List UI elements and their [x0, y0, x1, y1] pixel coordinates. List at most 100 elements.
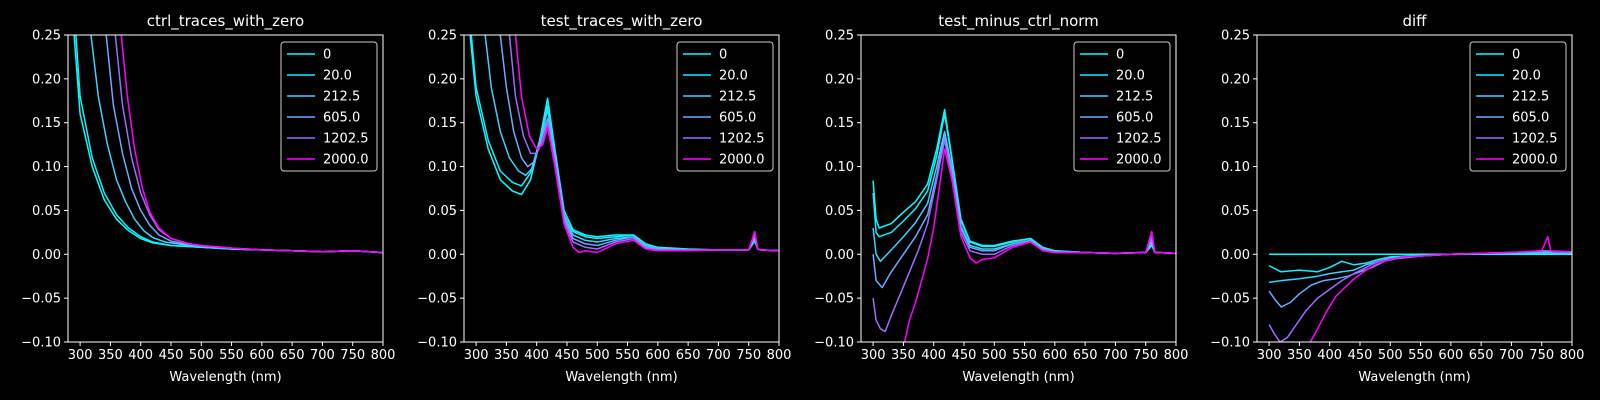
legend-label: 2000.0 — [1116, 153, 1162, 168]
series-group — [1268, 235, 1572, 342]
series-group — [469, 35, 779, 254]
y-tick-label: 0.20 — [428, 72, 457, 87]
x-axis-label: Wavelength (nm) — [169, 370, 281, 385]
series-group — [73, 35, 383, 254]
x-tick-label: 400 — [1317, 348, 1342, 363]
x-tick-label: 800 — [1164, 348, 1189, 363]
legend-label: 20.0 — [323, 69, 352, 84]
y-tick-label: −0.10 — [21, 336, 61, 351]
x-tick-label: 750 — [1133, 348, 1158, 363]
legend-label: 1202.5 — [1116, 132, 1162, 147]
x-tick-label: 800 — [371, 348, 396, 363]
x-tick-label: 500 — [1378, 348, 1403, 363]
y-tick-label: 0.05 — [32, 204, 61, 219]
y-tick-label: 0.00 — [32, 248, 61, 263]
y-tick-label: 0.15 — [32, 116, 61, 131]
legend-label: 605.0 — [1116, 111, 1153, 126]
x-tick-label: 300 — [1257, 348, 1282, 363]
x-axis-label: Wavelength (nm) — [962, 370, 1074, 385]
y-tick-label: 0.20 — [825, 72, 854, 87]
x-tick-label: 650 — [1469, 348, 1494, 363]
y-tick-label: 0.25 — [32, 29, 61, 44]
y-tick-label: 0.00 — [428, 248, 457, 263]
x-tick-label: 750 — [1529, 348, 1554, 363]
axes-frame — [1256, 34, 1573, 343]
x-tick-label: 650 — [1073, 348, 1098, 363]
axes-frame — [67, 34, 384, 343]
x-tick-label: 550 — [615, 348, 640, 363]
legend: 0 20.0 212.5 605.0 1202.5 2000.0 — [676, 41, 774, 172]
x-tick-label: 700 — [706, 348, 731, 363]
x-tick-label: 800 — [1560, 348, 1585, 363]
y-tick-label: 0.05 — [428, 204, 457, 219]
chart-panel-4: 300 350 400 450 500 550 600 650 700 750 800 −0.10 −0… — [1210, 12, 1584, 385]
x-tick-label: 400 — [524, 348, 549, 363]
legend-label: 2000.0 — [323, 153, 369, 168]
legend-label: 20.0 — [719, 69, 748, 84]
legend: 0 20.0 212.5 605.0 1202.5 2000.0 — [280, 41, 378, 172]
legend-label: 212.5 — [1512, 90, 1549, 105]
legend-label: 605.0 — [323, 111, 360, 126]
series-line-2000.0 — [903, 148, 1176, 342]
y-tick-label: 0.25 — [825, 29, 854, 44]
x-tick-label: 400 — [921, 348, 946, 363]
chart-title: test_minus_ctrl_norm — [938, 12, 1099, 31]
y-tick-label: 0.00 — [825, 248, 854, 263]
x-tick-label: 450 — [555, 348, 580, 363]
legend-label: 212.5 — [719, 90, 756, 105]
x-tick-label: 500 — [982, 348, 1007, 363]
legend-label: 0 — [1512, 48, 1520, 63]
y-tick-label: −0.10 — [814, 336, 854, 351]
x-tick-label: 550 — [219, 348, 244, 363]
x-tick-label: 750 — [736, 348, 761, 363]
y-tick-label: −0.05 — [21, 292, 61, 307]
x-tick-label: 450 — [952, 348, 977, 363]
x-tick-label: 300 — [68, 348, 93, 363]
x-tick-label: 650 — [280, 348, 305, 363]
axes-frame — [860, 34, 1177, 343]
x-tick-label: 750 — [340, 348, 365, 363]
y-tick-label: 0.10 — [825, 160, 854, 175]
x-tick-label: 450 — [159, 348, 184, 363]
x-tick-label: 600 — [645, 348, 670, 363]
y-tick-label: −0.05 — [417, 292, 457, 307]
x-tick-label: 500 — [585, 348, 610, 363]
y-tick-label: 0.10 — [1221, 160, 1250, 175]
x-tick-label: 600 — [249, 348, 274, 363]
x-tick-label: 350 — [98, 348, 123, 363]
x-tick-label: 400 — [128, 348, 153, 363]
legend-label: 20.0 — [1116, 69, 1145, 84]
x-tick-label: 800 — [767, 348, 792, 363]
legend-label: 0 — [719, 48, 727, 63]
legend-label: 2000.0 — [719, 153, 765, 168]
y-tick-label: 0.20 — [32, 72, 61, 87]
y-tick-label: 0.25 — [1221, 29, 1250, 44]
y-tick-label: 0.20 — [1221, 72, 1250, 87]
x-tick-label: 600 — [1438, 348, 1463, 363]
y-tick-label: 0.10 — [428, 160, 457, 175]
x-axis-label: Wavelength (nm) — [565, 370, 677, 385]
y-tick-label: 0.15 — [825, 116, 854, 131]
legend-label: 1202.5 — [1512, 132, 1558, 147]
x-tick-label: 700 — [1499, 348, 1524, 363]
x-axis-label: Wavelength (nm) — [1358, 370, 1470, 385]
legend-label: 0 — [323, 48, 331, 63]
series-line-2000.0 — [514, 35, 779, 254]
x-tick-label: 300 — [861, 348, 886, 363]
x-tick-label: 550 — [1012, 348, 1037, 363]
legend-label: 0 — [1116, 48, 1124, 63]
y-tick-label: 0.10 — [32, 160, 61, 175]
legend-label: 1202.5 — [323, 132, 369, 147]
x-tick-label: 700 — [1103, 348, 1128, 363]
chart-title: test_traces_with_zero — [541, 12, 703, 31]
legend-label: 2000.0 — [1512, 153, 1558, 168]
y-tick-label: 0.05 — [825, 204, 854, 219]
legend: 0 20.0 212.5 605.0 1202.5 2000.0 — [1469, 41, 1567, 172]
x-tick-label: 500 — [189, 348, 214, 363]
y-tick-label: 0.25 — [428, 29, 457, 44]
y-tick-label: 0.15 — [428, 116, 457, 131]
chart-panel-3: 300 350 400 450 500 550 600 650 700 750 800 −0.10 −0… — [814, 12, 1188, 385]
x-tick-label: 650 — [676, 348, 701, 363]
axes-frame — [463, 34, 780, 343]
